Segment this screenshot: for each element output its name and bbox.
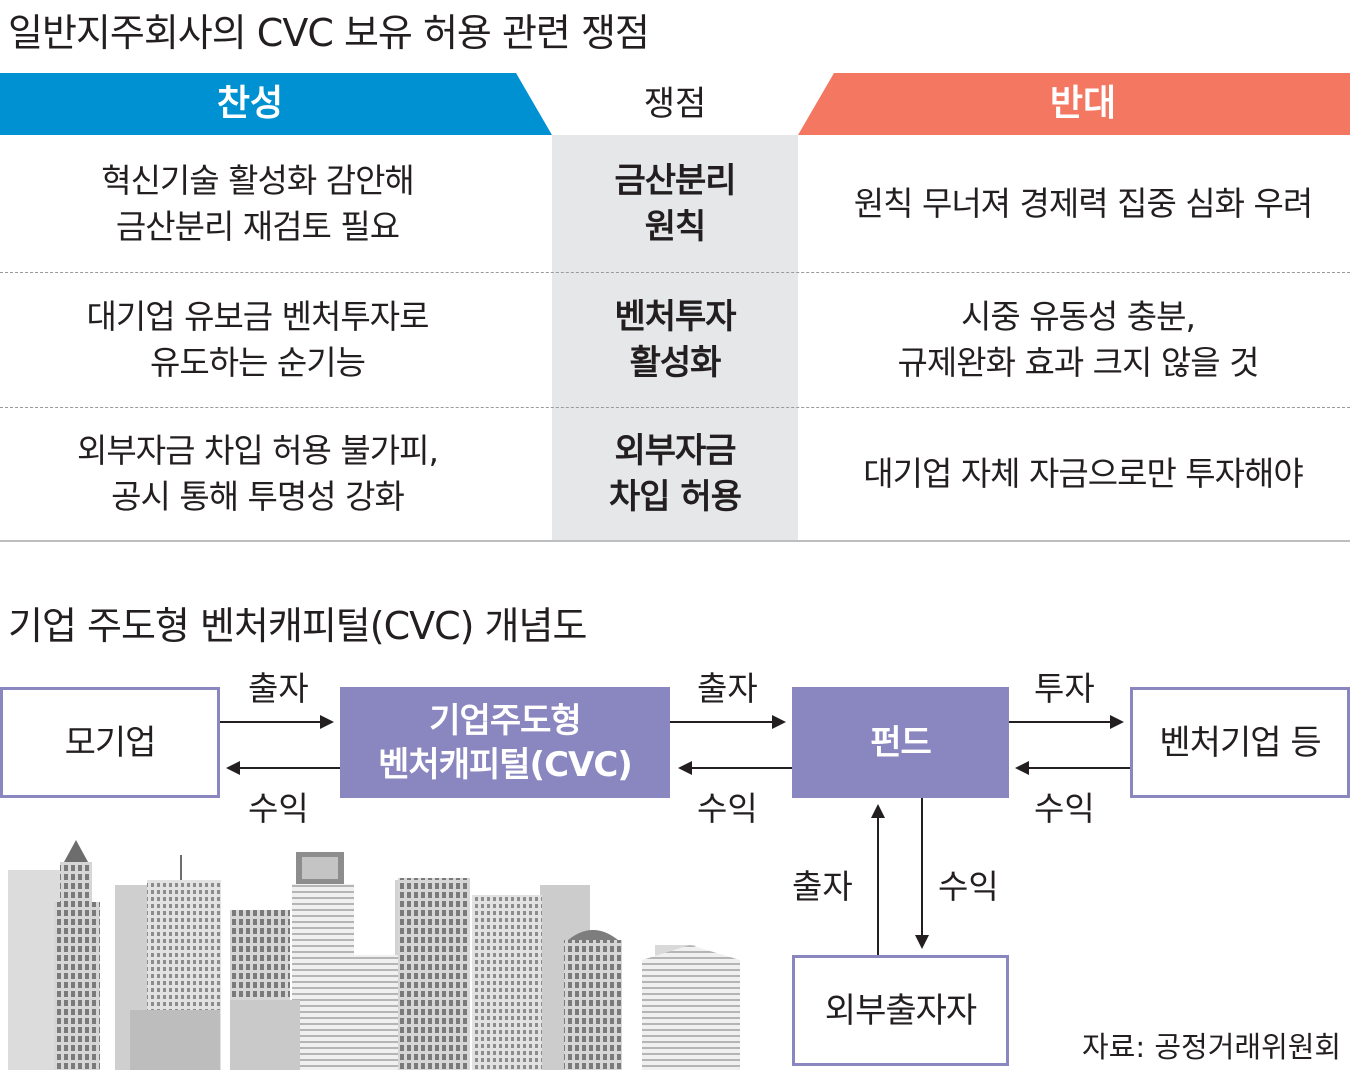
- con-banner-shape: [798, 73, 1350, 135]
- cvc-box: 기업주도형 벤처캐피털(CVC): [340, 687, 670, 798]
- invest-label-parent-cvc: 출자: [248, 669, 309, 708]
- return-label-venture-fund: 수익: [1034, 789, 1095, 828]
- row1-con: 원칙 무너져 경제력 집중 심화 우려: [853, 183, 1313, 223]
- pro-banner-shape: [0, 73, 552, 135]
- parent-company-box: 모기업: [0, 687, 220, 798]
- con-header: 반대: [798, 73, 1350, 135]
- row1-issue: 금산분리 원칙: [614, 160, 736, 247]
- issue-header-label: 쟁점: [643, 84, 707, 124]
- source-note: 자료: 공정거래위원회: [1082, 1030, 1342, 1064]
- table-title: 일반지주회사의 CVC 보유 허용 관련 쟁점: [8, 11, 650, 55]
- row-divider: [0, 407, 1350, 408]
- issue-column-bg: [552, 135, 798, 541]
- pro-header-label: 찬성: [216, 83, 284, 124]
- diagram-title: 기업 주도형 벤처캐피털(CVC) 개념도: [8, 604, 587, 648]
- row-divider: [0, 272, 1350, 273]
- return-label-cvc-parent: 수익: [248, 789, 309, 828]
- return-label-fund-cvc: 수익: [697, 789, 758, 828]
- table-bottom-rule: [0, 540, 1350, 542]
- row2-pro: 대기업 유보금 벤처투자로 유도하는 순기능: [86, 296, 430, 382]
- row3-pro: 외부자금 차입 허용 불가피, 공시 통해 투명성 강화: [77, 430, 439, 516]
- pro-header: 찬성: [0, 73, 552, 135]
- invest-label-cvc-fund: 출자: [697, 669, 758, 708]
- row2-con: 시중 유동성 충분, 규제완화 효과 크지 않을 것: [897, 296, 1260, 382]
- row2-issue: 벤처투자 활성화: [614, 296, 736, 383]
- row3-issue: 외부자금 차입 허용: [609, 430, 742, 517]
- return-label-fund-external: 수익: [938, 867, 999, 906]
- row1-pro: 혁신기술 활성화 감안해 금산분리 재검토 필요: [101, 160, 415, 246]
- con-header-label: 반대: [1049, 83, 1117, 124]
- fund-box: 펀드: [792, 687, 1009, 798]
- external-investor-box: 외부출자자: [792, 955, 1009, 1066]
- venture-company-box: 벤처기업 등: [1130, 687, 1350, 798]
- row3-con: 대기업 자체 자금으로만 투자해야: [863, 453, 1304, 493]
- invest-label-external-fund: 출자: [792, 867, 853, 906]
- investment-label-fund-venture: 투자: [1034, 669, 1095, 708]
